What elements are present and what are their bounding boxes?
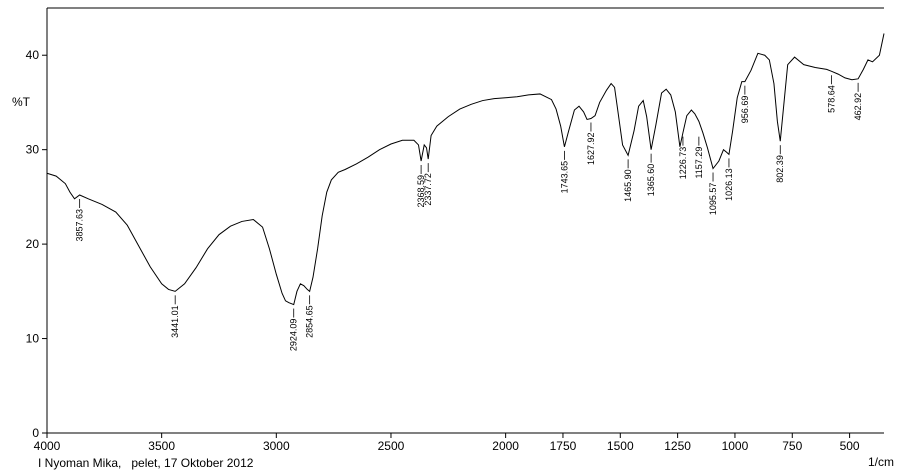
y-tick-label: 10 (26, 332, 40, 346)
peak-label: 1226.73 (678, 147, 688, 180)
peak-marker: 1627.92 (586, 122, 596, 166)
peak-label: 2924.09 (289, 319, 299, 352)
x-tick-label: 1250 (664, 439, 691, 453)
peak-marker: 1365.60 (646, 153, 656, 197)
peak-label: 1743.65 (559, 161, 569, 194)
y-tick-label: 0 (32, 426, 39, 440)
x-tick-label: 1750 (550, 439, 577, 453)
peak-marker: 1226.73 (678, 136, 688, 180)
peak-label: 2337.72 (423, 173, 433, 206)
x-axis-unit-label: 1/cm (868, 455, 894, 469)
peak-label: 3857.63 (75, 209, 85, 242)
footer-caption: I Nyoman Mika, pelet, 17 Oktober 2012 (38, 456, 254, 470)
x-tick-label: 3000 (263, 439, 290, 453)
peak-label: 1095.57 (708, 183, 718, 216)
y-tick-label: 20 (26, 237, 40, 251)
peak-label: 1365.60 (646, 164, 656, 197)
y-ticks: 0 10 20 30 40 (26, 48, 47, 440)
peak-label: 802.39 (775, 155, 785, 183)
y-axis-label: %T (12, 95, 31, 109)
peak-label: 3441.01 (170, 305, 180, 338)
peak-marker: 1026.13 (724, 158, 734, 201)
peak-marker: 802.39 (775, 145, 785, 183)
peak-marker: 2854.65 (305, 295, 315, 338)
x-tick-label: 750 (782, 439, 802, 453)
peak-marker: 956.69 (740, 85, 750, 124)
peak-marker: 1465.90 (623, 159, 633, 202)
peak-label: 2854.65 (305, 305, 315, 338)
x-tick-label: 3500 (148, 439, 175, 453)
peak-marker: 3857.63 (75, 199, 85, 242)
peak-label: 956.69 (740, 96, 750, 124)
x-tick-label: 500 (840, 439, 860, 453)
peak-label: 2368.59 (416, 175, 426, 208)
x-tick-label: 4000 (34, 439, 61, 453)
peak-marker: 1095.57 (708, 172, 718, 216)
peak-label: 1026.13 (724, 168, 734, 201)
peak-marker: 2337.72 (423, 163, 433, 206)
peak-label: 462.92 (853, 93, 863, 121)
x-tick-label: 1500 (607, 439, 634, 453)
peak-marker: 1743.65 (559, 150, 569, 194)
peak-marker: 2368.59 (416, 165, 426, 208)
y-tick-label: 40 (26, 48, 40, 62)
peak-marker: 3441.01 (170, 295, 180, 338)
x-tick-label: 2500 (378, 439, 405, 453)
peak-annotations: 3857.63 3441.01 2924.09 2854.65 2368.592337.… (75, 75, 863, 351)
spectrum-line (46, 33, 885, 306)
peak-label: 1157.29 (694, 147, 704, 179)
peak-label: 578.64 (827, 85, 837, 113)
y-tick-label: 30 (26, 143, 40, 157)
peak-marker: 2924.09 (289, 308, 299, 352)
peak-label: 1465.90 (623, 169, 633, 202)
peak-marker: 1157.29 (694, 136, 704, 179)
peak-marker: 578.64 (827, 75, 837, 113)
peak-marker: 462.92 (853, 82, 863, 121)
axes (46, 7, 884, 434)
x-tick-label: 1000 (722, 439, 749, 453)
x-ticks: 4000 3500 3000 2500 2000 1750 1500 1250 1000 750 5… (34, 433, 860, 453)
x-tick-label: 2000 (492, 439, 519, 453)
peak-label: 1627.92 (586, 133, 596, 166)
